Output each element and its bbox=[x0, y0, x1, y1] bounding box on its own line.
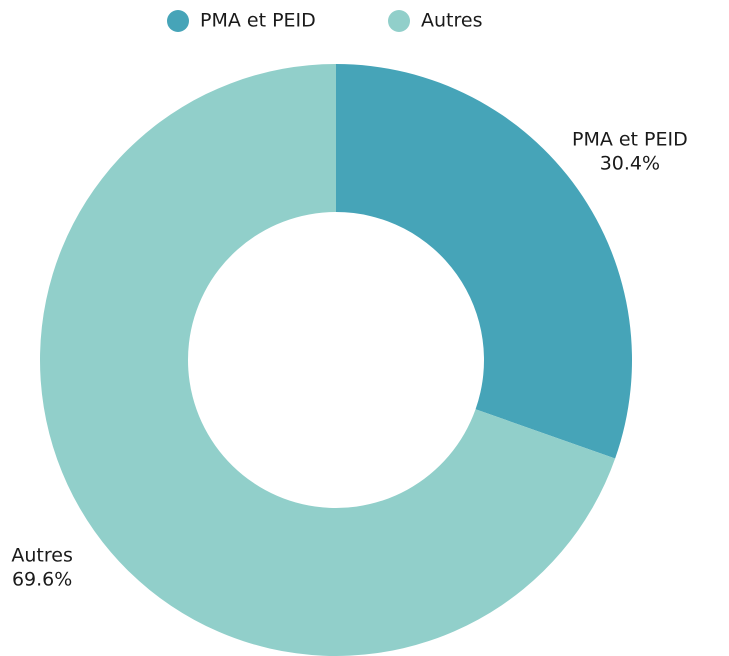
legend-label: Autres bbox=[421, 10, 482, 32]
slice-value-label: 69.6% bbox=[12, 568, 72, 590]
legend-label: PMA et PEID bbox=[200, 10, 316, 32]
slice-label: Autres bbox=[11, 544, 72, 566]
legend-swatch bbox=[167, 10, 189, 32]
donut-slice bbox=[336, 64, 632, 459]
legend-swatch bbox=[388, 10, 410, 32]
donut-slice bbox=[40, 64, 616, 656]
slice-label: PMA et PEID bbox=[572, 129, 688, 151]
slice-value-label: 30.4% bbox=[600, 153, 660, 175]
